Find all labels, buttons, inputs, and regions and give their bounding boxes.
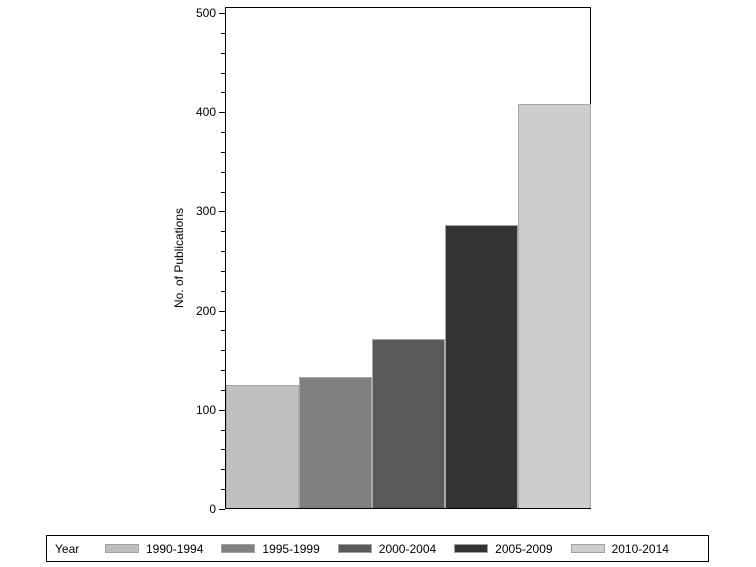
legend-item-1990-1994: 1990-1994	[105, 542, 203, 556]
legend-item-1995-1999: 1995-1999	[221, 541, 320, 556]
y-minor-tick	[221, 251, 225, 252]
y-minor-tick	[221, 192, 225, 193]
y-minor-tick	[221, 92, 225, 93]
legend-swatch	[337, 544, 372, 553]
legend-label: 2010-2014	[611, 541, 669, 556]
y-minor-tick	[221, 53, 225, 54]
bar-1995-1999	[299, 377, 372, 508]
y-minor-tick	[221, 172, 225, 173]
y-minor-tick	[221, 350, 225, 351]
y-tick-label: 0	[209, 502, 216, 516]
y-major-tick	[219, 509, 225, 510]
y-major-tick	[219, 112, 225, 113]
bar-2005-2009	[445, 225, 518, 508]
y-minor-tick	[221, 489, 225, 490]
legend-label: 2000-2004	[378, 541, 437, 556]
bar-1990-1994	[226, 385, 299, 508]
legend-label: 1990-1994	[146, 541, 204, 556]
y-minor-tick	[221, 469, 225, 470]
legend-swatch	[570, 544, 605, 553]
legend-item-2010-2014: 2010-2014	[570, 541, 669, 556]
y-minor-tick	[221, 231, 225, 232]
y-major-tick	[219, 211, 225, 212]
y-minor-tick	[221, 430, 225, 431]
legend-label: 1995-1999	[262, 541, 320, 556]
y-tick-label: 500	[195, 6, 216, 20]
y-minor-tick	[221, 271, 225, 272]
y-major-tick	[219, 410, 225, 411]
y-minor-tick	[221, 370, 225, 371]
y-minor-tick	[221, 449, 225, 450]
legend-title: Year	[55, 541, 80, 556]
legend-label: 2005-2009	[495, 541, 553, 556]
y-axis-title: No. of Publications	[172, 207, 186, 309]
legend: Year 1990-1994 1995-1999 2000-2004 2005-…	[46, 535, 709, 562]
legend-swatch	[454, 544, 489, 553]
y-major-tick	[219, 13, 225, 14]
y-minor-tick	[221, 152, 225, 153]
legend-swatch	[105, 544, 139, 553]
y-major-tick	[219, 311, 225, 312]
y-minor-tick	[221, 330, 225, 331]
y-tick-label: 100	[195, 403, 216, 417]
y-minor-tick	[221, 132, 225, 133]
bar-2010-2014	[518, 104, 591, 508]
y-tick-label: 200	[195, 304, 216, 318]
y-minor-tick	[221, 390, 225, 391]
y-minor-tick	[221, 73, 225, 74]
bar-2000-2004	[372, 339, 445, 508]
y-tick-label: 400	[195, 105, 216, 119]
legend-item-2000-2004: 2000-2004	[337, 541, 437, 556]
y-minor-tick	[221, 291, 225, 292]
plot-area	[225, 7, 591, 509]
legend-item-2005-2009: 2005-2009	[454, 541, 553, 556]
y-tick-label: 300	[195, 204, 216, 218]
y-minor-tick	[221, 33, 225, 34]
legend-swatch	[221, 544, 256, 553]
